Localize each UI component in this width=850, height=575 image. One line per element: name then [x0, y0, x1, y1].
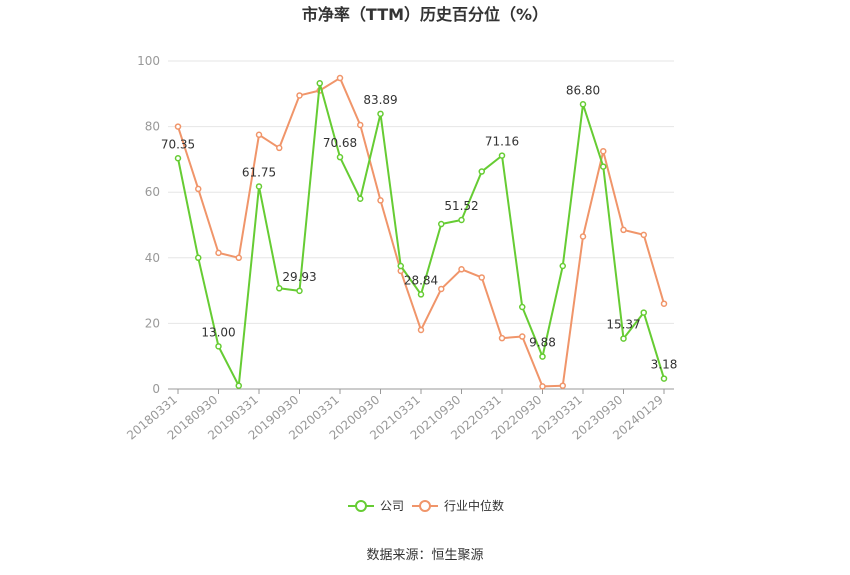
series-group	[174, 74, 668, 390]
data-label-24: 3.18	[651, 358, 678, 372]
data-label-2: 13.00	[201, 325, 235, 339]
point-s1-10	[377, 197, 384, 204]
point-s0-11	[397, 262, 404, 270]
point-s0-13	[438, 220, 445, 228]
point-s1-15	[478, 274, 485, 281]
y-tick-label-80: 80	[145, 120, 160, 134]
point-s1-6	[296, 92, 303, 99]
point-s0-20	[579, 101, 587, 108]
point-s0-0	[174, 155, 182, 162]
point-s0-5	[276, 285, 283, 292]
data-label-16: 71.16	[485, 135, 519, 149]
source-note: 数据来源：恒生聚源	[366, 548, 483, 563]
point-s1-17	[519, 333, 526, 340]
point-s0-8	[336, 153, 344, 161]
data-label-18: 9.88	[529, 336, 556, 350]
y-tick-label-100: 100	[137, 54, 160, 68]
point-s1-8	[336, 74, 344, 82]
data-label-0: 70.35	[161, 137, 195, 151]
point-s0-15	[478, 168, 485, 175]
point-s1-13	[438, 285, 445, 293]
legend-industry-marker	[419, 500, 431, 512]
point-s1-22	[620, 226, 627, 234]
point-s1-4	[255, 131, 263, 139]
point-s1-12	[417, 326, 425, 334]
point-s0-1	[195, 254, 202, 262]
point-s1-2	[215, 249, 222, 257]
data-label-8: 70.68	[323, 136, 357, 150]
point-s0-22	[620, 335, 627, 342]
point-s0-21	[600, 163, 607, 170]
point-s0-24	[660, 375, 668, 382]
point-s0-9	[357, 195, 364, 203]
y-axis: 0 20 40 60 80 100	[137, 54, 160, 396]
point-s0-18	[539, 353, 546, 360]
data-label-20: 86.80	[566, 83, 600, 97]
point-s0-3	[235, 382, 242, 389]
point-s1-5	[276, 144, 283, 152]
y-tick-label-0: 0	[152, 382, 160, 396]
data-label-10: 83.89	[363, 93, 397, 107]
point-s0-14	[458, 216, 465, 224]
data-label-14: 51.52	[444, 199, 478, 213]
y-tick-label-20: 20	[145, 316, 160, 330]
series-line-1	[177, 77, 665, 388]
point-s0-10	[377, 110, 384, 118]
y-tick-label-40: 40	[145, 251, 160, 265]
point-s1-1	[195, 185, 202, 193]
point-s0-23	[640, 309, 647, 316]
point-s1-9	[357, 121, 364, 129]
point-s0-17	[519, 303, 526, 311]
data-label-6: 29.93	[282, 270, 316, 284]
legend-item-company[interactable]: 公司	[348, 499, 404, 513]
legend-item-industry-median[interactable]: 行业中位数	[412, 498, 504, 513]
series-line-0	[177, 82, 665, 387]
point-s1-0	[174, 123, 182, 130]
point-s0-6	[296, 287, 303, 295]
point-s0-2	[215, 343, 222, 350]
data-label-12: 28.84	[404, 273, 438, 287]
x-axis: 2018033120180930201903312019093020200331…	[124, 388, 674, 443]
chart-title: 市净率（TTM）历史百分位（%）	[302, 5, 548, 24]
y-tick-label-60: 60	[145, 185, 160, 199]
data-label-4: 61.75	[242, 165, 276, 179]
point-s1-23	[640, 231, 647, 239]
point-s0-19	[559, 262, 566, 270]
point-s0-12	[417, 291, 425, 298]
legend-company-label: 公司	[380, 499, 404, 513]
point-s1-24	[660, 300, 668, 307]
point-s1-19	[559, 382, 566, 389]
point-s0-16	[498, 152, 506, 159]
point-s0-4	[255, 183, 263, 190]
point-s1-3	[235, 254, 242, 262]
legend-industry-label: 行业中位数	[444, 498, 504, 513]
point-s1-14	[458, 266, 465, 273]
point-s1-20	[579, 233, 587, 240]
point-s0-7	[316, 80, 323, 87]
point-s1-18	[539, 383, 546, 390]
data-labels: 70.35 13.00 61.75 29.93 70.68 83.89 28.84 51.52…	[161, 83, 678, 371]
data-label-22: 15.37	[606, 318, 640, 332]
point-s1-21	[600, 147, 607, 155]
legend-company-marker	[355, 500, 367, 512]
legend[interactable]: 公司 行业中位数	[348, 498, 504, 513]
point-s1-16	[498, 334, 506, 342]
